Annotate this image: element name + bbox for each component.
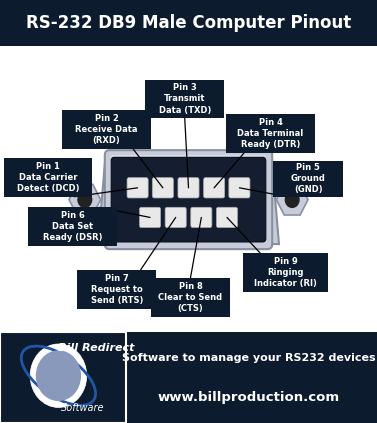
FancyBboxPatch shape — [151, 278, 230, 317]
Text: Pin 1
Data Carrier
Detect (DCD): Pin 1 Data Carrier Detect (DCD) — [17, 162, 79, 193]
FancyBboxPatch shape — [216, 207, 238, 228]
Circle shape — [30, 344, 87, 407]
Text: Pin 5
Ground
(GND): Pin 5 Ground (GND) — [291, 163, 326, 194]
FancyBboxPatch shape — [0, 332, 377, 423]
FancyBboxPatch shape — [4, 158, 92, 197]
FancyBboxPatch shape — [243, 253, 328, 292]
Text: www.billproduction.com: www.billproduction.com — [158, 391, 340, 404]
FancyBboxPatch shape — [77, 270, 156, 309]
FancyBboxPatch shape — [62, 110, 151, 149]
Text: Pin 7
Request to
Send (RTS): Pin 7 Request to Send (RTS) — [91, 274, 143, 305]
Text: Pin 9
Ringing
Indicator (RI): Pin 9 Ringing Indicator (RI) — [254, 257, 317, 288]
FancyBboxPatch shape — [273, 161, 343, 197]
Circle shape — [285, 191, 300, 208]
FancyBboxPatch shape — [152, 178, 173, 198]
Text: Pin 4
Data Terminal
Ready (DTR): Pin 4 Data Terminal Ready (DTR) — [238, 118, 303, 149]
FancyBboxPatch shape — [105, 150, 272, 249]
FancyBboxPatch shape — [0, 332, 126, 423]
FancyBboxPatch shape — [191, 207, 212, 228]
FancyBboxPatch shape — [178, 178, 199, 198]
FancyBboxPatch shape — [145, 80, 224, 118]
Text: Bill Redirect: Bill Redirect — [58, 343, 134, 354]
Text: Pin 2
Receive Data
(RXD): Pin 2 Receive Data (RXD) — [75, 114, 138, 145]
Text: Pin 6
Data Set
Ready (DSR): Pin 6 Data Set Ready (DSR) — [43, 211, 102, 242]
Text: Pin 3
Transmit
Data (TXD): Pin 3 Transmit Data (TXD) — [159, 83, 211, 115]
FancyBboxPatch shape — [0, 0, 377, 46]
FancyBboxPatch shape — [229, 178, 250, 198]
Polygon shape — [98, 155, 279, 244]
Circle shape — [36, 350, 81, 401]
Text: Pin 8
Clear to Send
(CTS): Pin 8 Clear to Send (CTS) — [158, 282, 222, 313]
Circle shape — [77, 191, 92, 208]
FancyBboxPatch shape — [28, 207, 117, 246]
FancyBboxPatch shape — [110, 155, 267, 184]
Text: Software: Software — [61, 403, 105, 412]
FancyBboxPatch shape — [165, 207, 186, 228]
FancyBboxPatch shape — [226, 114, 315, 153]
FancyBboxPatch shape — [127, 178, 148, 198]
FancyBboxPatch shape — [204, 178, 225, 198]
Text: Software to manage your RS232 devices: Software to manage your RS232 devices — [122, 352, 375, 363]
FancyBboxPatch shape — [111, 157, 266, 242]
Text: RS-232 DB9 Male Computer Pinout: RS-232 DB9 Male Computer Pinout — [26, 14, 351, 32]
FancyBboxPatch shape — [139, 207, 161, 228]
